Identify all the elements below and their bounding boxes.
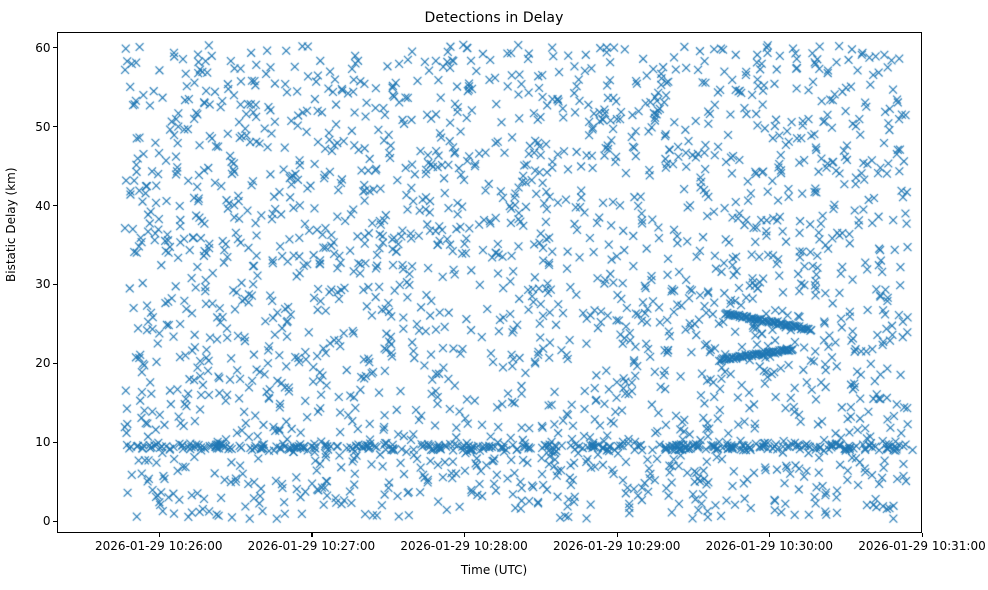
- y-tick-label: 60: [35, 40, 51, 55]
- x-tick-label: 2026-01-29 10:28:00: [400, 539, 528, 553]
- y-tick-mark: [53, 520, 57, 522]
- y-tick-label: 30: [35, 277, 51, 292]
- x-tick-mark: [922, 533, 924, 537]
- x-tick-label: 2026-01-29 10:29:00: [552, 539, 681, 553]
- x-tick-label: 2026-01-29 10:27:00: [247, 539, 376, 553]
- x-axis-ticks: 2026-01-29 10:26:00 2026-01-29 10:27:00 20…: [0, 533, 988, 573]
- scatter-plot-points: [58, 33, 921, 532]
- y-axis-ticks: 0 10 20 30 40 50 60: [0, 0, 57, 590]
- x-tick-mark: [158, 533, 160, 537]
- chart-title: Detections in Delay: [424, 10, 564, 26]
- y-tick-label: 50: [35, 119, 51, 134]
- x-tick-label: 2026-01-29 10:26:00: [95, 539, 223, 553]
- x-tick-label: 2026-01-29 10:30:00: [705, 539, 834, 553]
- x-tick-mark: [616, 533, 618, 537]
- x-tick-mark: [769, 533, 771, 537]
- y-tick-label: 10: [35, 435, 51, 450]
- y-tick-mark: [53, 283, 57, 286]
- x-tick-label: 2026-01-29 10:31:00: [858, 539, 986, 553]
- y-tick-label: 20: [35, 356, 51, 371]
- y-tick-mark: [53, 441, 57, 443]
- x-axis-label: Time (UTC): [460, 563, 528, 577]
- y-tick-mark: [53, 47, 57, 49]
- plot-area: [57, 32, 922, 533]
- y-tick-mark: [53, 205, 57, 207]
- y-tick-mark: [53, 362, 57, 364]
- y-tick-label: 40: [35, 198, 51, 213]
- y-tick-mark: [53, 126, 57, 128]
- x-tick-mark: [464, 533, 466, 537]
- y-tick-label: 0: [42, 514, 51, 529]
- x-tick-mark: [311, 533, 313, 537]
